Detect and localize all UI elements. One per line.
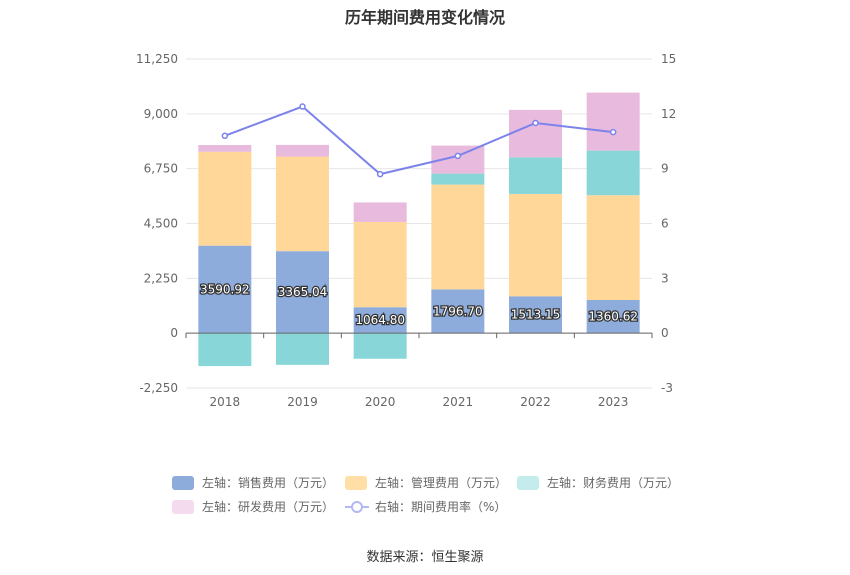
y-left-tick-label: 9,000 <box>144 107 178 121</box>
legend-label-rate: 右轴：期间费用率（%） <box>375 500 507 514</box>
legend-line-icon <box>345 500 369 513</box>
x-tick-label: 2022 <box>520 395 551 409</box>
bar-segment <box>276 144 329 157</box>
bar-segment <box>509 296 562 334</box>
x-tick-label: 2023 <box>598 395 629 409</box>
legend-item-admin[interactable]: 左轴：管理费用（万元） <box>345 474 507 491</box>
line-layer <box>221 103 617 178</box>
y-right-tick-label: 9 <box>661 162 669 176</box>
x-tick-label: 2018 <box>210 395 241 409</box>
axes-layer: 11,250 9,000 6,750 4,500 2,250 0 -2,250 15 12 9 6 3… <box>136 52 676 409</box>
x-tick-label: 2020 <box>365 395 396 409</box>
x-tick-label: 2021 <box>443 395 474 409</box>
legend-swatch-sales <box>172 475 194 490</box>
y-right-tick-label: 3 <box>661 271 669 285</box>
bar-segment <box>353 202 407 222</box>
bar-segment <box>276 156 329 252</box>
legend-label-finance: 左轴：财务费用（万元） <box>547 476 680 490</box>
rate-point <box>532 119 539 127</box>
bar-segment <box>353 221 407 308</box>
legend-item-rnd[interactable]: 左轴：研发费用（万元） <box>172 498 334 515</box>
bar-segment <box>431 289 485 334</box>
y-left-tick-label: -2,250 <box>139 381 178 395</box>
y-right-tick-label: 12 <box>661 107 676 121</box>
bar-segment <box>353 307 407 334</box>
bar-segment <box>198 151 252 246</box>
legend-swatch-rnd <box>172 499 194 514</box>
rate-point <box>609 128 617 136</box>
data-label: 3365.04 <box>278 285 328 299</box>
legend-swatch-admin <box>345 475 367 490</box>
labels-layer: 3590.92 3365.04 1064.80 1796.70 1513.15 1360.… <box>199 281 639 328</box>
data-label: 3590.92 <box>200 282 250 296</box>
rate-point <box>454 152 462 160</box>
y-left-tick-label: 4,500 <box>144 217 178 231</box>
rate-point <box>299 103 306 110</box>
legend-item-sales[interactable]: 左轴：销售费用（万元） <box>172 474 334 491</box>
source-note: 数据来源：恒生聚源 <box>366 550 484 565</box>
bar-segment <box>198 333 252 367</box>
y-right-tick-label: -3 <box>661 381 673 395</box>
bar-segment <box>431 173 485 185</box>
y-left-tick-label: 11,250 <box>136 52 178 66</box>
bar-segment <box>198 245 252 334</box>
chart-title: 历年期间费用变化情况 <box>344 8 505 27</box>
y-right-tick-label: 0 <box>661 326 669 340</box>
bar-segment <box>276 333 329 365</box>
legend-item-rate[interactable]: 右轴：期间费用率（%） <box>345 498 506 515</box>
bar-segment <box>586 150 640 196</box>
bar-segment <box>586 92 640 151</box>
data-label: 1796.70 <box>433 304 483 318</box>
legend-label-sales: 左轴：销售费用（万元） <box>202 476 335 490</box>
rate-line <box>224 105 614 176</box>
bar-segment <box>509 193 562 297</box>
bar-segment <box>509 157 562 194</box>
bar-segment <box>586 300 640 334</box>
legend-item-finance[interactable]: 左轴：财务费用（万元） <box>517 474 679 491</box>
bars-layer <box>198 92 640 367</box>
x-tick-label: 2019 <box>287 395 318 409</box>
data-label: 1360.62 <box>588 310 638 324</box>
rate-point <box>221 132 229 140</box>
y-left-tick-label: 6,750 <box>144 162 178 176</box>
data-label: 1064.80 <box>355 313 405 327</box>
grid-layer <box>186 58 652 389</box>
bar-segment <box>198 145 252 152</box>
y-right-tick-label: 6 <box>661 217 669 231</box>
bar-segment <box>586 195 640 301</box>
bar-segment <box>431 184 485 290</box>
legend-swatch-finance <box>517 475 539 490</box>
bar-segment <box>353 333 407 359</box>
legend-label-rnd: 左轴：研发费用（万元） <box>202 500 335 514</box>
rate-point <box>376 170 384 178</box>
legend-label-admin: 左轴：管理费用（万元） <box>375 476 508 490</box>
y-right-tick-label: 15 <box>661 52 676 66</box>
bar-segment <box>276 251 329 334</box>
y-left-tick-label: 0 <box>170 326 178 340</box>
y-left-tick-label: 2,250 <box>144 271 178 285</box>
bar-segment <box>509 109 562 158</box>
data-label: 1513.15 <box>511 308 561 322</box>
